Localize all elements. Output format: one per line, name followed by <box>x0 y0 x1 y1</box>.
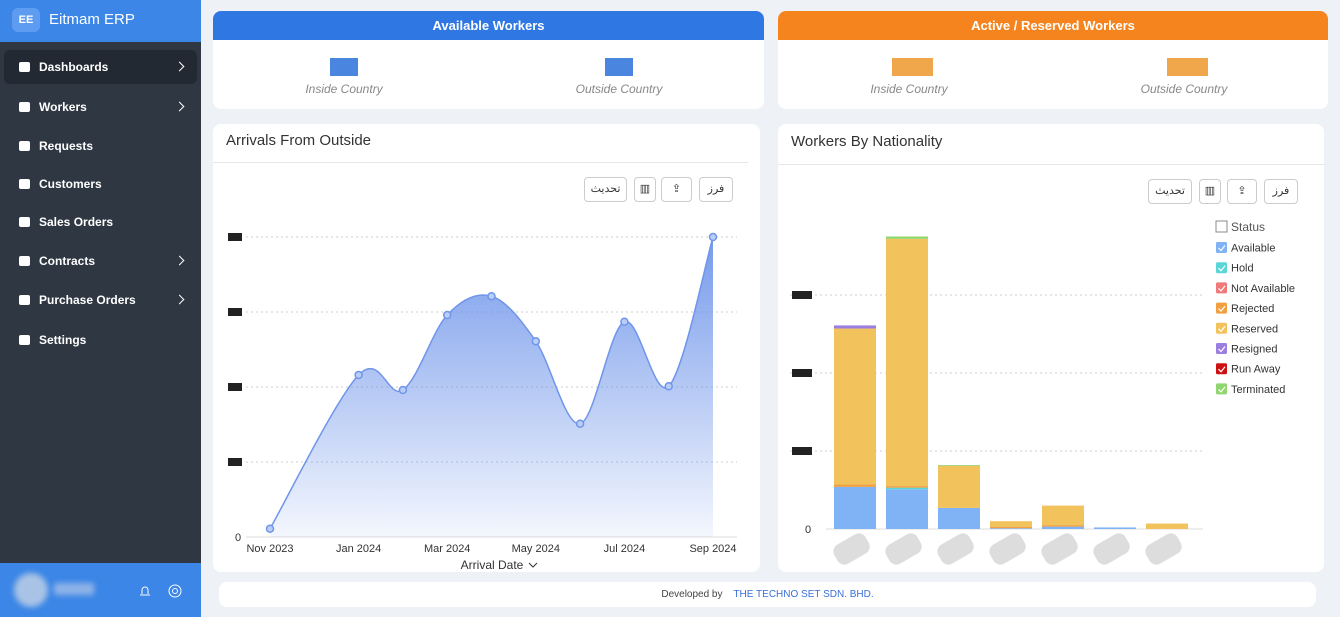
brand: EE Eitmam ERP <box>0 0 201 42</box>
card-label: Inside Country <box>305 82 383 96</box>
logo: EE <box>12 8 40 32</box>
user-icons[interactable] <box>136 583 186 599</box>
chart-type-button[interactable]: ▥ <box>1199 179 1221 204</box>
menu-item[interactable]: Sales Orders <box>4 205 197 239</box>
sort-button[interactable]: فرز <box>1264 179 1298 204</box>
app-title: Eitmam ERP <box>49 11 135 28</box>
menu-item[interactable]: Contracts <box>4 244 197 278</box>
card-label: Inside Country <box>870 82 948 96</box>
chart-card: Workers By Nationality تحديث ▥ ⇪ فرز <box>778 124 1324 572</box>
summary-card: Active / Reserved Workers Inside Country O… <box>778 11 1328 109</box>
menu-icon <box>19 62 30 72</box>
user-panel[interactable] <box>0 563 201 617</box>
menu-icon <box>19 102 30 112</box>
count-swatch <box>330 58 358 76</box>
menu-icon <box>19 335 30 345</box>
export-button[interactable]: ⇪ <box>661 177 692 202</box>
sidebar: EE Eitmam ERP Dashboards Workers Requests C… <box>0 0 201 617</box>
menu-icon <box>19 217 30 227</box>
chart-card: Arrivals From Outside تحديث ▥ ⇪ فرز <box>213 124 760 572</box>
menu-item[interactable]: Settings <box>4 323 197 357</box>
chevron <box>174 61 185 72</box>
menu-icon <box>19 295 30 305</box>
menu-icon <box>19 179 30 189</box>
chart-title: Workers By Nationality <box>791 133 943 150</box>
menu-item[interactable]: Requests <box>4 129 197 163</box>
count-swatch <box>892 58 933 76</box>
refresh-button[interactable]: تحديث <box>1148 179 1192 204</box>
chart-title: Arrivals From Outside <box>226 132 372 149</box>
footer-text: Developed by <box>661 589 723 600</box>
card-header: Available Workers <box>213 11 764 40</box>
chevron <box>174 101 185 112</box>
chevron <box>174 294 185 305</box>
footer: Developed by THE TECHNO SET SDN. BHD. <box>219 582 1316 607</box>
refresh-button[interactable]: تحديث <box>584 177 627 202</box>
menu-icon <box>19 256 30 266</box>
menu-item[interactable]: Purchase Orders <box>4 283 197 317</box>
menu-item[interactable]: Customers <box>4 167 197 201</box>
count-swatch <box>605 58 633 76</box>
count-swatch <box>1167 58 1208 76</box>
menu-item[interactable]: Workers <box>4 90 197 124</box>
chevron <box>174 255 185 266</box>
export-button[interactable]: ⇪ <box>1227 179 1257 204</box>
card-header: Active / Reserved Workers <box>778 11 1328 40</box>
menu-item[interactable]: Dashboards <box>4 50 197 84</box>
chart-type-button[interactable]: ▥ <box>634 177 656 202</box>
card-label: Outside Country <box>1140 82 1228 96</box>
summary-card: Available Workers Inside Country Outside C… <box>213 11 764 109</box>
card-label: Outside Country <box>575 82 663 96</box>
company-link[interactable]: THE TECHNO SET SDN. BHD. <box>733 589 874 600</box>
menu-icon <box>19 141 30 151</box>
sort-button[interactable]: فرز <box>699 177 733 202</box>
